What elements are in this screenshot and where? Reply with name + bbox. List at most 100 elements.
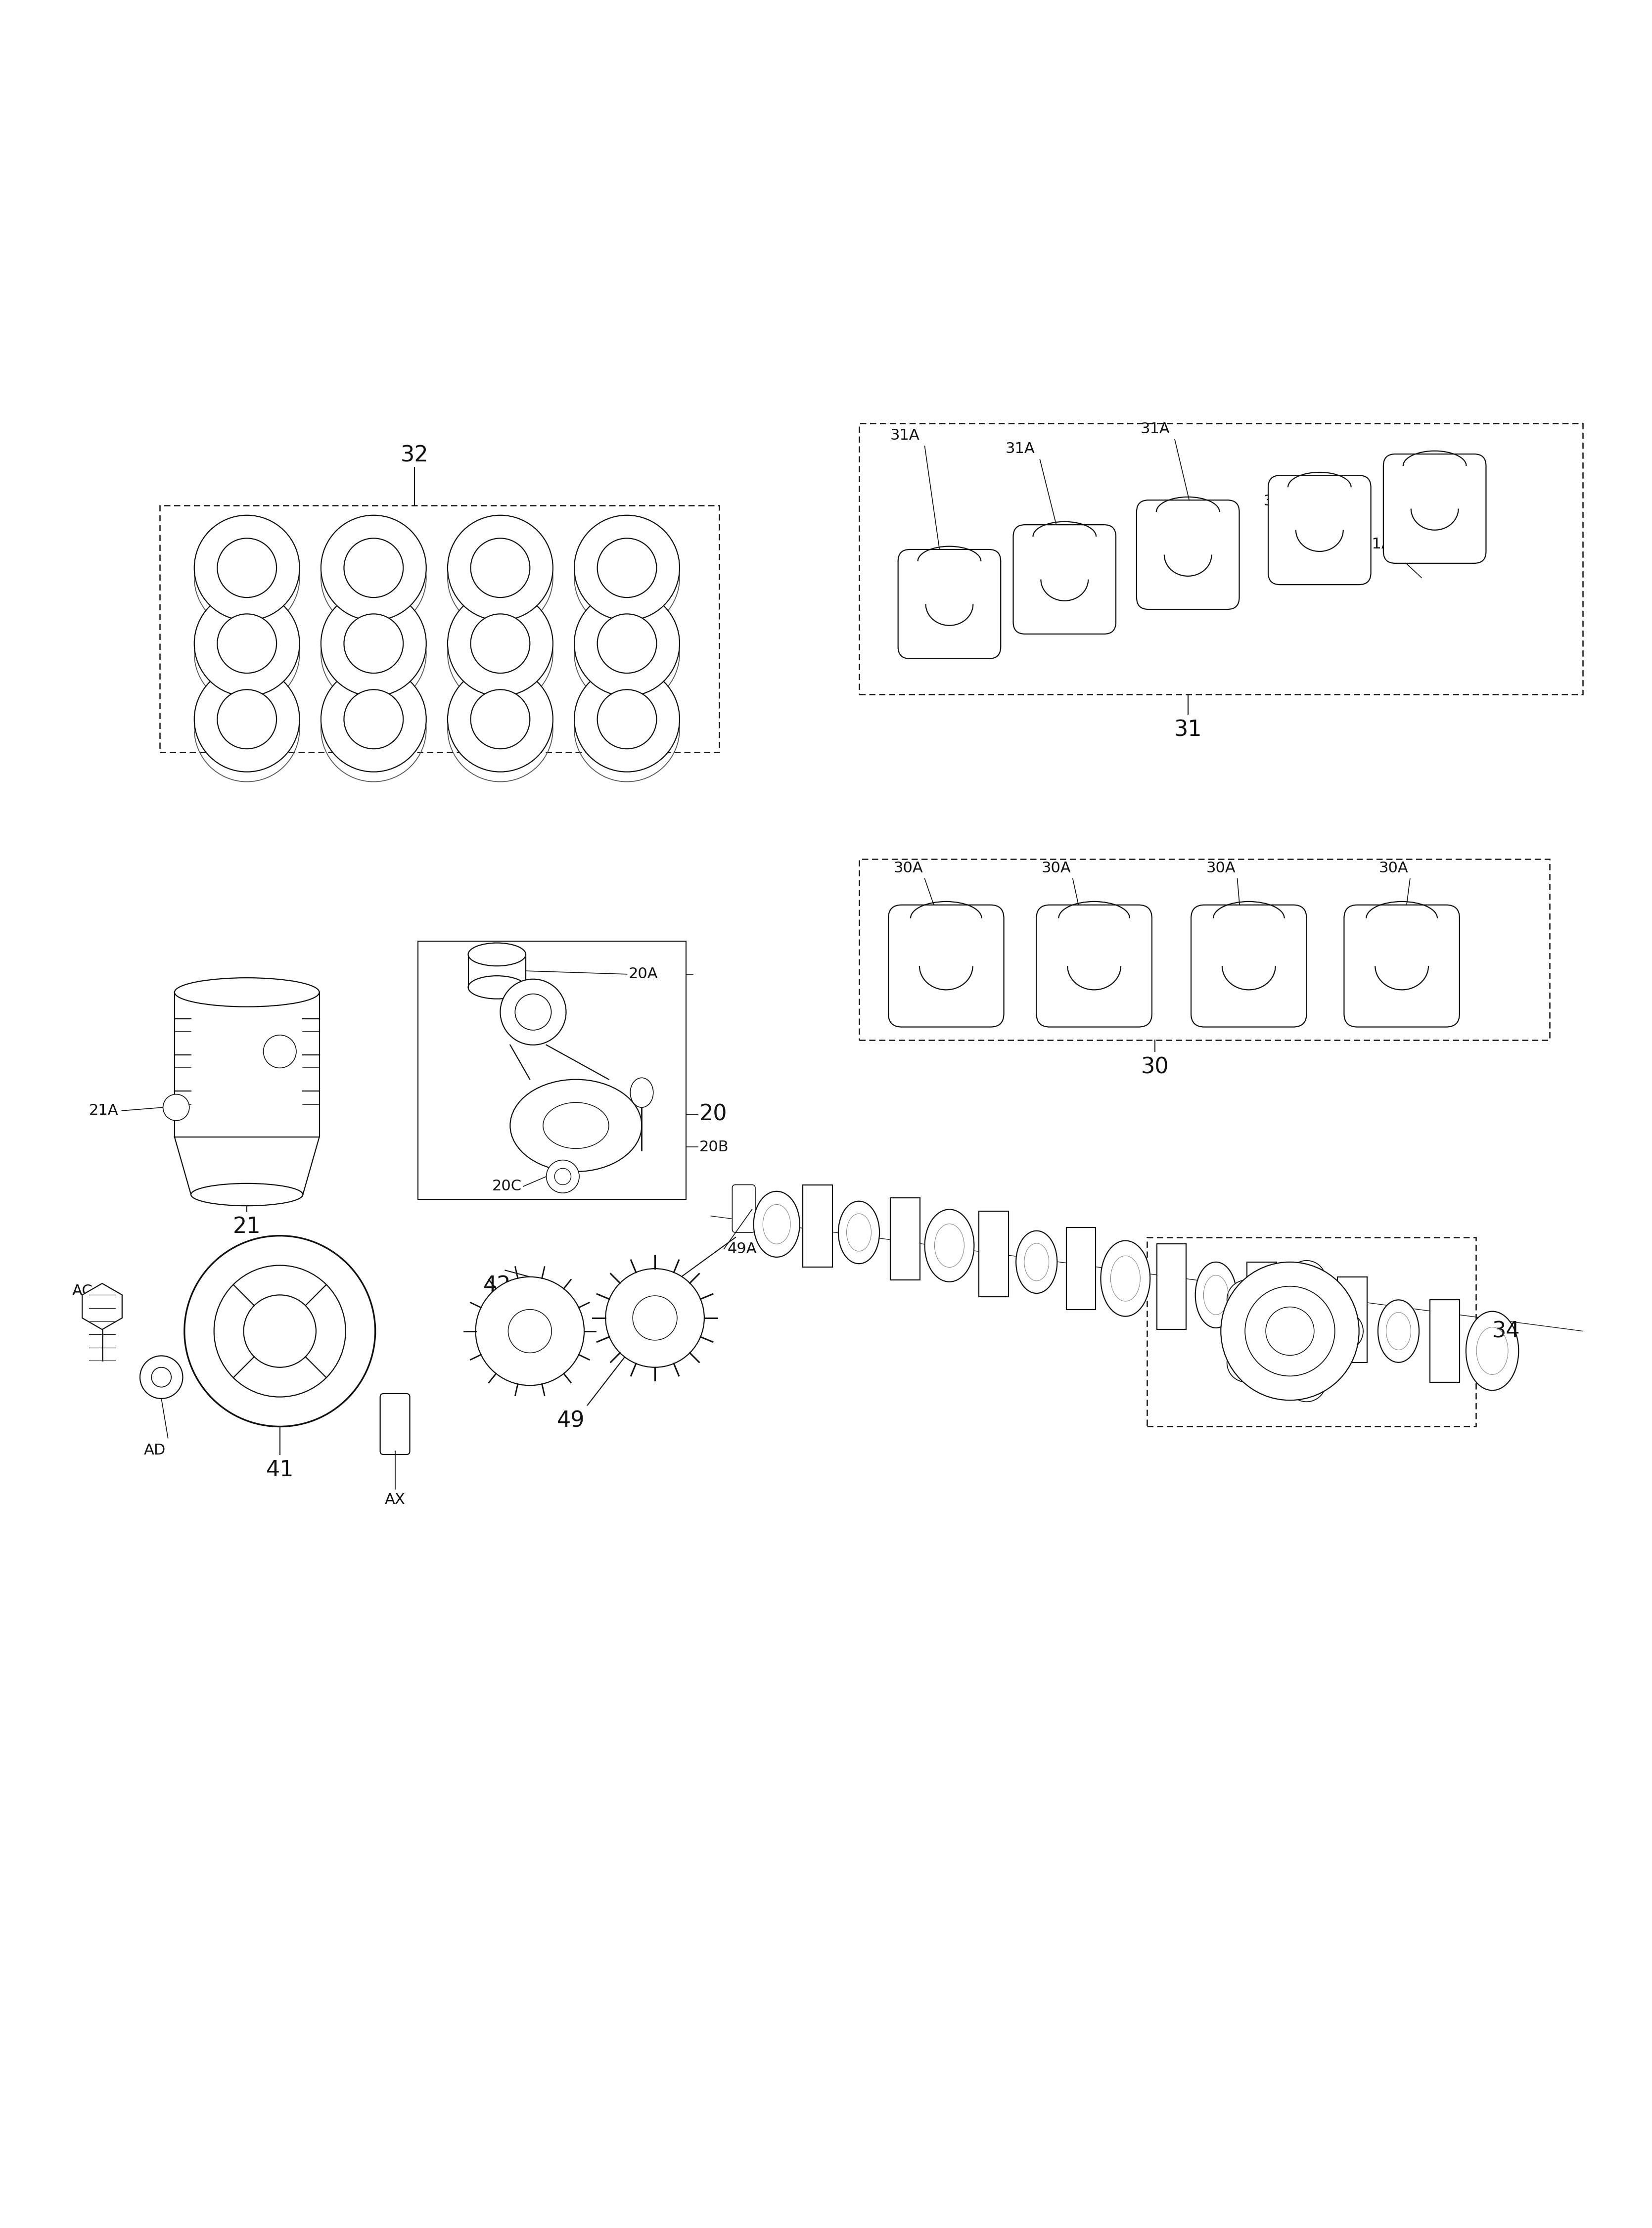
Text: 32: 32 bbox=[401, 446, 430, 466]
Ellipse shape bbox=[192, 1183, 302, 1205]
Text: 42: 42 bbox=[482, 1274, 510, 1297]
Circle shape bbox=[448, 590, 553, 695]
Ellipse shape bbox=[1378, 1299, 1419, 1361]
FancyBboxPatch shape bbox=[1156, 1243, 1186, 1330]
Circle shape bbox=[598, 539, 656, 597]
Circle shape bbox=[1325, 1312, 1363, 1350]
FancyBboxPatch shape bbox=[1247, 1261, 1277, 1343]
FancyBboxPatch shape bbox=[380, 1395, 410, 1455]
FancyBboxPatch shape bbox=[732, 1185, 755, 1232]
Circle shape bbox=[1246, 1286, 1335, 1377]
FancyBboxPatch shape bbox=[1066, 1228, 1095, 1310]
FancyBboxPatch shape bbox=[1345, 905, 1459, 1027]
Text: 42A: 42A bbox=[621, 1337, 649, 1352]
Text: 30A: 30A bbox=[1206, 862, 1236, 876]
Circle shape bbox=[509, 1310, 552, 1352]
Circle shape bbox=[501, 978, 567, 1045]
Ellipse shape bbox=[753, 1192, 800, 1257]
Text: 31A: 31A bbox=[1363, 537, 1393, 550]
Circle shape bbox=[243, 1294, 316, 1368]
Text: 31A: 31A bbox=[1264, 495, 1294, 508]
Polygon shape bbox=[83, 1283, 122, 1330]
Ellipse shape bbox=[1016, 1230, 1057, 1292]
Text: 21A: 21A bbox=[89, 1103, 119, 1118]
Circle shape bbox=[320, 590, 426, 695]
Text: 20: 20 bbox=[699, 1103, 727, 1125]
Text: 20C: 20C bbox=[492, 1179, 522, 1194]
FancyBboxPatch shape bbox=[1338, 1277, 1368, 1361]
Ellipse shape bbox=[838, 1201, 879, 1263]
FancyBboxPatch shape bbox=[803, 1185, 833, 1268]
Circle shape bbox=[195, 666, 299, 771]
Text: 21: 21 bbox=[233, 1216, 261, 1237]
Circle shape bbox=[218, 615, 276, 673]
Text: 30A: 30A bbox=[1379, 862, 1409, 876]
FancyBboxPatch shape bbox=[1191, 905, 1307, 1027]
Circle shape bbox=[633, 1297, 677, 1341]
FancyBboxPatch shape bbox=[1013, 526, 1115, 635]
Circle shape bbox=[263, 1036, 296, 1067]
Text: 31: 31 bbox=[1175, 720, 1203, 740]
Text: AC: AC bbox=[73, 1283, 93, 1299]
Circle shape bbox=[1221, 1261, 1360, 1399]
FancyBboxPatch shape bbox=[980, 1212, 1009, 1297]
Circle shape bbox=[195, 590, 299, 695]
Circle shape bbox=[320, 515, 426, 622]
Circle shape bbox=[598, 691, 656, 749]
Polygon shape bbox=[175, 1136, 319, 1194]
Circle shape bbox=[575, 515, 679, 622]
Ellipse shape bbox=[510, 1078, 641, 1172]
Circle shape bbox=[152, 1368, 172, 1388]
Text: 31A: 31A bbox=[1140, 421, 1170, 437]
Text: 20B: 20B bbox=[699, 1141, 729, 1154]
Circle shape bbox=[575, 590, 679, 695]
Ellipse shape bbox=[544, 1103, 610, 1150]
Text: 30A: 30A bbox=[1041, 862, 1070, 876]
Circle shape bbox=[1227, 1281, 1265, 1319]
FancyBboxPatch shape bbox=[899, 550, 1001, 659]
Circle shape bbox=[1227, 1343, 1265, 1381]
Ellipse shape bbox=[1196, 1261, 1236, 1328]
Ellipse shape bbox=[468, 942, 525, 967]
Text: 49: 49 bbox=[557, 1410, 585, 1430]
Ellipse shape bbox=[468, 976, 525, 998]
Circle shape bbox=[598, 615, 656, 673]
Text: 31A: 31A bbox=[1006, 441, 1034, 457]
FancyBboxPatch shape bbox=[890, 1199, 920, 1281]
Circle shape bbox=[575, 666, 679, 771]
Ellipse shape bbox=[1100, 1241, 1150, 1317]
FancyBboxPatch shape bbox=[1269, 475, 1371, 584]
FancyBboxPatch shape bbox=[1429, 1299, 1459, 1381]
Circle shape bbox=[195, 515, 299, 622]
Circle shape bbox=[1287, 1261, 1327, 1299]
Text: 30A: 30A bbox=[894, 862, 923, 876]
Circle shape bbox=[476, 1277, 585, 1386]
Text: AD: AD bbox=[144, 1444, 165, 1457]
Ellipse shape bbox=[925, 1210, 975, 1281]
Circle shape bbox=[320, 666, 426, 771]
Circle shape bbox=[185, 1237, 375, 1426]
Ellipse shape bbox=[1284, 1274, 1333, 1348]
Circle shape bbox=[344, 615, 403, 673]
Text: 34: 34 bbox=[1492, 1321, 1520, 1341]
FancyBboxPatch shape bbox=[1383, 455, 1487, 564]
Circle shape bbox=[471, 539, 530, 597]
Circle shape bbox=[448, 666, 553, 771]
Circle shape bbox=[547, 1161, 580, 1192]
Text: AX: AX bbox=[385, 1493, 405, 1506]
Text: 20A: 20A bbox=[628, 967, 657, 980]
Ellipse shape bbox=[1465, 1312, 1518, 1390]
FancyBboxPatch shape bbox=[1036, 905, 1151, 1027]
Circle shape bbox=[344, 691, 403, 749]
Ellipse shape bbox=[629, 1078, 653, 1107]
Circle shape bbox=[448, 515, 553, 622]
Circle shape bbox=[606, 1268, 704, 1368]
Circle shape bbox=[555, 1167, 572, 1185]
FancyBboxPatch shape bbox=[1137, 499, 1239, 608]
Circle shape bbox=[344, 539, 403, 597]
FancyBboxPatch shape bbox=[889, 905, 1004, 1027]
Circle shape bbox=[218, 539, 276, 597]
Circle shape bbox=[1265, 1308, 1313, 1355]
Text: 49A: 49A bbox=[727, 1241, 757, 1257]
Circle shape bbox=[218, 691, 276, 749]
